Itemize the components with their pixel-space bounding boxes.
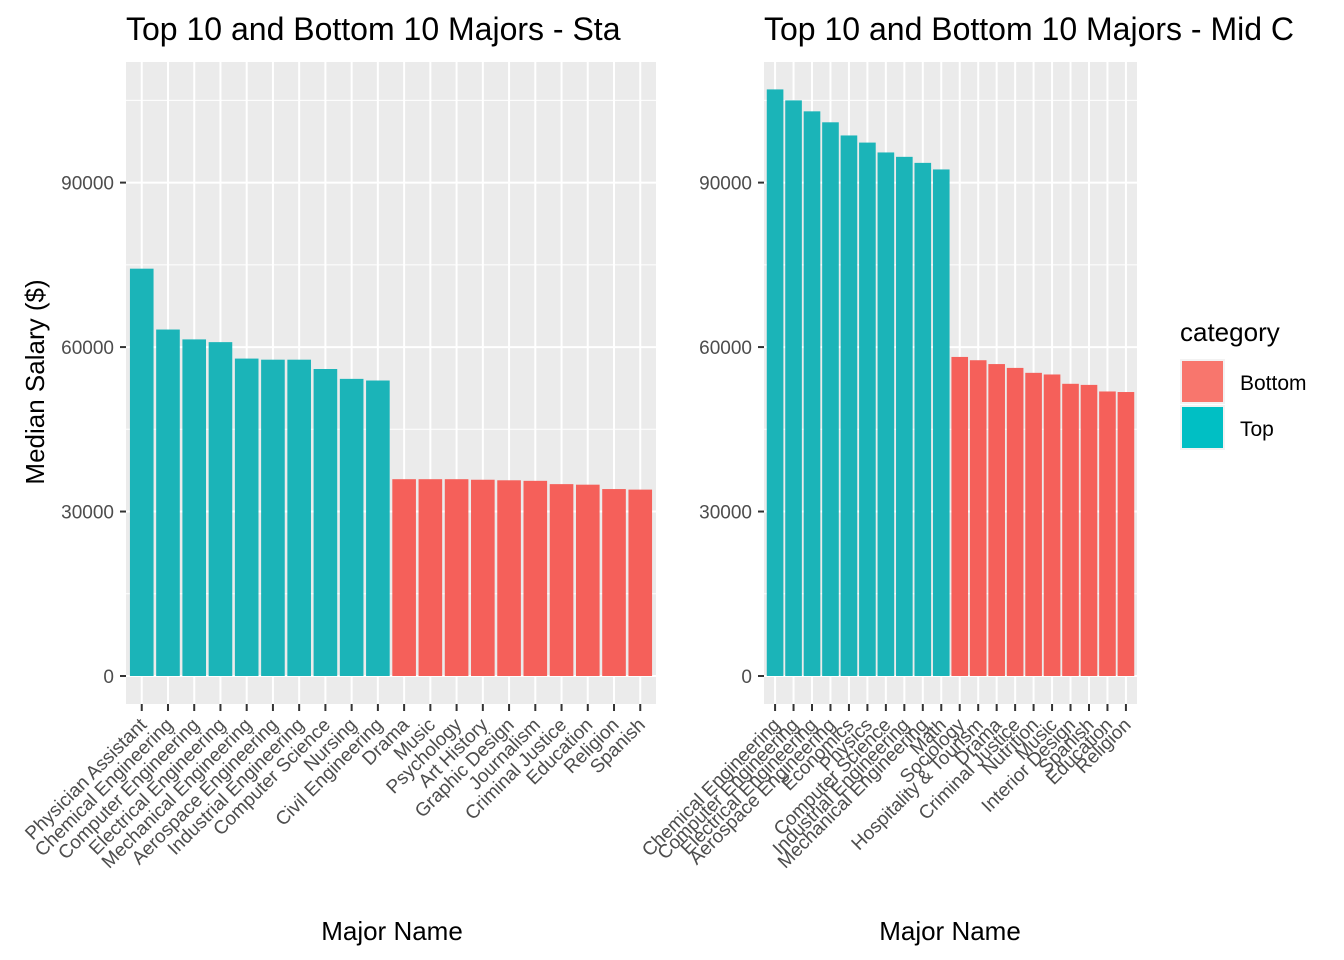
- bar-drama: [988, 364, 1005, 676]
- legend-label-top: Top: [1240, 418, 1274, 441]
- left-x-axis-title: Major Name: [321, 916, 463, 946]
- legend-title: category: [1180, 317, 1280, 347]
- bar-graphic-design: [497, 480, 521, 676]
- bar-math: [932, 169, 950, 676]
- bar-computer-engineering: [785, 100, 802, 676]
- bar-mechanical-engineering: [234, 358, 259, 676]
- bar-nursing: [339, 378, 364, 676]
- bar-religion: [1117, 392, 1135, 676]
- bar-art-history: [471, 479, 495, 676]
- legend-label-bottom: Bottom: [1240, 372, 1307, 395]
- bar-sociology: [951, 356, 969, 676]
- bar-physics: [859, 142, 876, 676]
- bar-criminal-justice: [549, 484, 574, 676]
- bar-aerospace-engineering: [261, 359, 285, 676]
- bar-interior-design: [1062, 383, 1079, 676]
- bar-chemical-engineering: [156, 329, 180, 676]
- legend-key-top: [1182, 407, 1223, 448]
- left-y-axis-title: Median Salary ($): [20, 279, 50, 484]
- bar-chemical-engineering: [766, 89, 784, 677]
- legend-key-bottom: [1182, 361, 1223, 402]
- y-tick-label: 60000: [699, 338, 752, 359]
- bar-mechanical-engineering: [914, 162, 932, 676]
- y-tick-label: 90000: [699, 174, 752, 195]
- bar-nutrition: [1025, 372, 1042, 676]
- bar-electrical-engineering: [803, 111, 821, 676]
- bar-industrial-engineering: [287, 359, 311, 676]
- bar-education: [575, 484, 600, 676]
- legend: category Bottom Top: [1180, 317, 1307, 450]
- right-chart-title: Top 10 and Bottom 10 Majors - Mid C: [764, 11, 1294, 47]
- bar-economics: [840, 135, 858, 677]
- left-chart-panel: Top 10 and Bottom 10 Majors - Sta 0 30000…: [20, 11, 656, 946]
- y-tick-label: 30000: [699, 503, 752, 524]
- bar-electrical-engineering: [208, 342, 233, 676]
- bar-journalism: [523, 480, 548, 676]
- right-chart-panel: Top 10 and Bottom 10 Majors - Mid C 0 300…: [638, 11, 1294, 946]
- bar-physician-assistant: [129, 268, 154, 676]
- bar-criminal-justice: [1006, 367, 1024, 676]
- y-tick-label: 60000: [61, 338, 114, 359]
- bar-music: [1043, 374, 1061, 676]
- y-tick-label: 90000: [61, 174, 114, 195]
- bar-computer-engineering: [182, 339, 207, 676]
- bar-education: [1099, 391, 1116, 676]
- bar-hospitality-tourism: [969, 360, 987, 676]
- bar-industrial-engineering: [896, 156, 913, 676]
- right-x-axis-title: Major Name: [879, 916, 1021, 946]
- bar-music: [418, 479, 443, 676]
- y-tick-label: 0: [741, 667, 752, 688]
- bar-computer-science: [877, 152, 895, 677]
- bar-religion: [602, 489, 626, 676]
- bar-civil-engineering: [366, 380, 390, 676]
- y-tick-label: 30000: [61, 503, 114, 524]
- y-tick-label: 0: [103, 667, 114, 688]
- left-chart-title: Top 10 and Bottom 10 Majors - Sta: [126, 11, 621, 47]
- bar-spanish: [1080, 384, 1098, 676]
- bar-psychology: [444, 479, 469, 676]
- bar-aerospace-engineering: [822, 122, 839, 676]
- bar-drama: [392, 479, 416, 676]
- bar-spanish: [628, 489, 653, 676]
- bar-computer-science: [313, 369, 338, 676]
